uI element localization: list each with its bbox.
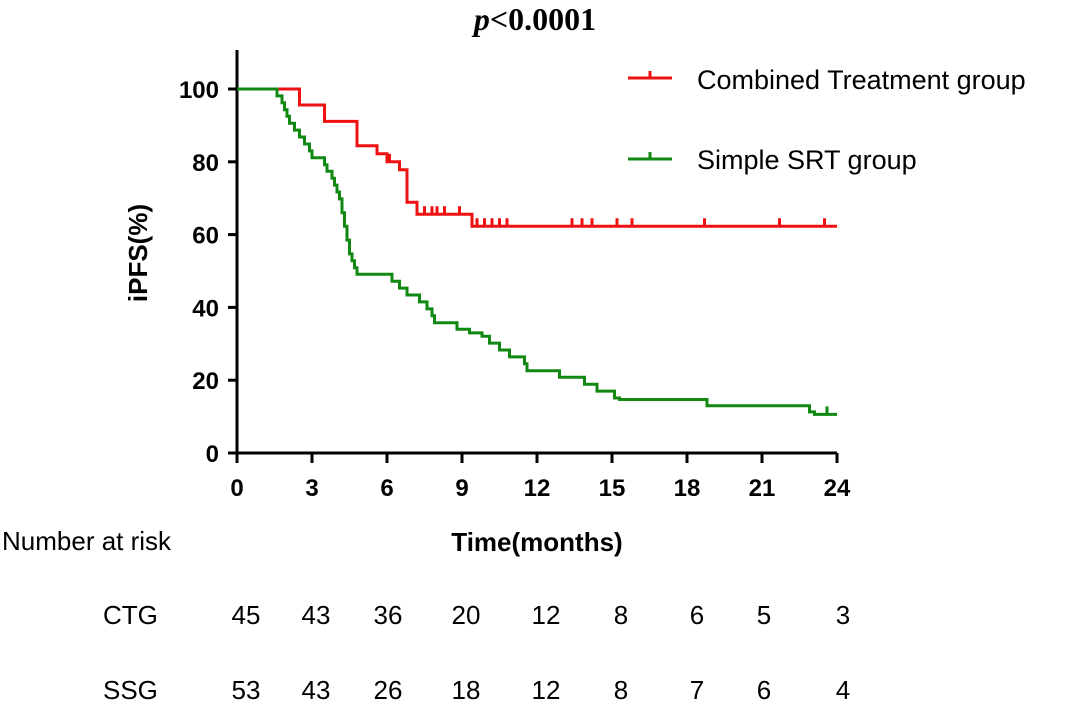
risk-value-ctg-8: 3 <box>836 600 850 630</box>
risk-value-ctg-5: 8 <box>614 600 628 630</box>
risk-value-ctg-1: 43 <box>302 600 331 630</box>
risk-table-header: Number at risk <box>2 526 172 556</box>
risk-value-ctg-2: 36 <box>374 600 403 630</box>
x-tick-label-0: 0 <box>230 475 243 502</box>
risk-value-ctg-0: 45 <box>232 600 261 630</box>
y-axis-label: iPFS(%) <box>123 204 153 302</box>
legend-entry-ssg: Simple SRT group <box>628 145 917 175</box>
y-tick-label-100: 100 <box>179 77 219 104</box>
y-tick-label-60: 60 <box>192 223 219 250</box>
x-tick-label-15: 15 <box>599 475 626 502</box>
curve-ctg <box>237 87 837 228</box>
y-ticks: 0 20 40 60 80 100 <box>179 77 237 468</box>
risk-value-ssg-2: 26 <box>374 675 403 705</box>
curve-ssg <box>237 87 837 416</box>
chart-title-value: <0.0001 <box>490 1 596 37</box>
y-tick-label-20: 20 <box>192 368 219 395</box>
risk-value-ssg-0: 53 <box>232 675 261 705</box>
legend-label-ssg: Simple SRT group <box>697 145 917 175</box>
y-tick-label-0: 0 <box>206 441 219 468</box>
legend-label-ctg: Combined Treatment group <box>697 65 1026 95</box>
x-axis-label: Time(months) <box>451 527 622 557</box>
risk-row-label-ctg: CTG <box>103 600 158 630</box>
risk-value-ssg-3: 18 <box>452 675 481 705</box>
chart-title: p<0.0001 <box>471 1 596 37</box>
y-tick-label-80: 80 <box>192 150 219 177</box>
x-tick-label-21: 21 <box>749 475 776 502</box>
risk-value-ssg-8: 4 <box>836 675 850 705</box>
y-tick-label-40: 40 <box>192 295 219 322</box>
x-ticks: 0 3 6 9 12 15 18 21 24 <box>230 453 851 502</box>
legend-entry-ctg: Combined Treatment group <box>628 65 1026 95</box>
risk-value-ssg-4: 12 <box>532 675 561 705</box>
risk-value-ctg-7: 5 <box>757 600 771 630</box>
chart-title-p: p <box>471 1 490 37</box>
x-tick-label-24: 24 <box>824 475 851 502</box>
x-tick-label-3: 3 <box>305 475 318 502</box>
x-tick-label-9: 9 <box>455 475 468 502</box>
risk-value-ctg-4: 12 <box>532 600 561 630</box>
x-tick-label-18: 18 <box>674 475 701 502</box>
survival-curves <box>237 87 837 416</box>
risk-row-label-ssg: SSG <box>103 675 158 705</box>
risk-value-ssg-1: 43 <box>302 675 331 705</box>
risk-value-ctg-3: 20 <box>452 600 481 630</box>
risk-value-ssg-6: 7 <box>690 675 704 705</box>
risk-table-values: 45 43 36 20 12 8 6 5 353 43 26 18 12 8 7 6 4 <box>232 600 851 705</box>
x-tick-label-12: 12 <box>524 475 551 502</box>
legend: Combined Treatment group Simple SRT grou… <box>628 65 1026 175</box>
risk-value-ssg-5: 8 <box>614 675 628 705</box>
risk-value-ctg-6: 6 <box>690 600 704 630</box>
risk-value-ssg-7: 6 <box>757 675 771 705</box>
x-tick-label-6: 6 <box>380 475 393 502</box>
